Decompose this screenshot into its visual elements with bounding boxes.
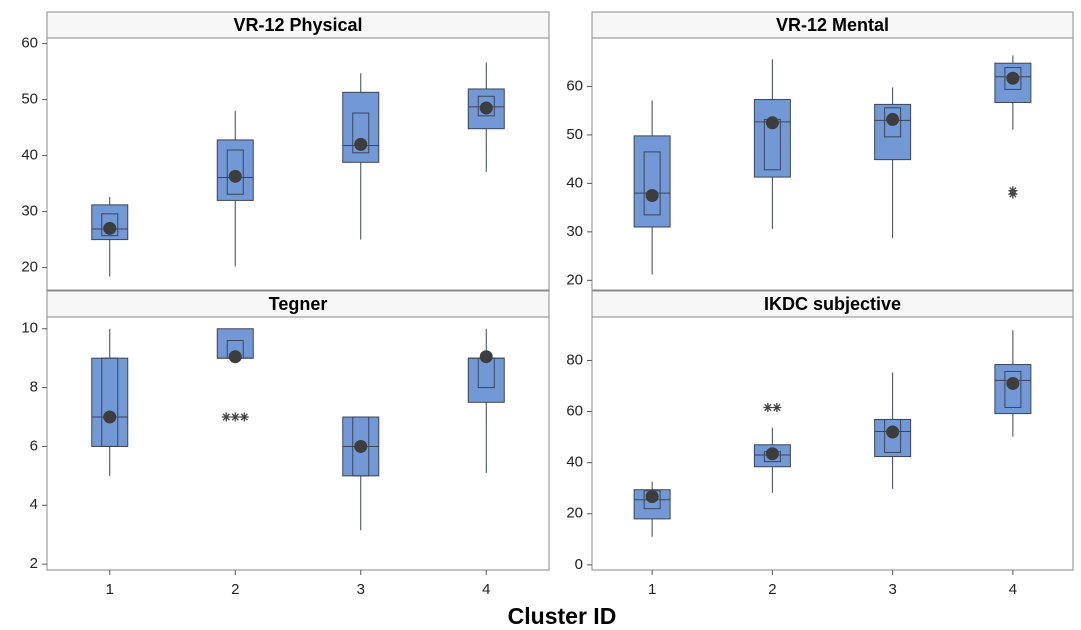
x-tick-label: 4 [482, 581, 490, 598]
x-tick-label: 4 [1009, 581, 1017, 598]
y-tick-label: 0 [575, 556, 583, 573]
panel-strip [46, 11, 550, 39]
x-tick-label: 3 [888, 581, 896, 598]
panel-frame [46, 290, 550, 571]
y-tick-label: 60 [566, 77, 583, 94]
mean [645, 490, 659, 504]
y-tick-label: 8 [30, 379, 38, 396]
mean [228, 169, 242, 183]
median-ci [101, 357, 119, 447]
x-tick-label: 1 [106, 581, 114, 598]
y-tick-label: 2 [30, 555, 38, 572]
box [91, 357, 129, 447]
y-tick-label: 60 [566, 403, 583, 420]
mean [228, 350, 242, 364]
median-ci [884, 418, 902, 453]
y-tick-label: 60 [21, 35, 38, 52]
y-tick-label: 4 [30, 496, 38, 513]
outlier [221, 412, 231, 422]
y-tick-label: 40 [566, 174, 583, 191]
y-tick-label: 20 [566, 271, 583, 288]
mean [479, 101, 493, 115]
y-tick-label: 30 [21, 203, 38, 220]
panel-title: IKDC subjective [764, 294, 901, 314]
y-tick-label: 50 [21, 91, 38, 108]
box [874, 103, 912, 161]
mean [103, 221, 117, 235]
outlier [1008, 189, 1018, 199]
y-tick-label: 50 [566, 126, 583, 143]
median-ci [1004, 370, 1022, 408]
panel-strip [46, 290, 550, 318]
y-tick-label: 80 [566, 351, 583, 368]
panel-title: VR-12 Mental [776, 15, 889, 35]
median-ci [477, 95, 495, 117]
x-axis-label: Cluster ID [508, 603, 617, 629]
panel-strip [591, 11, 1074, 39]
outlier [239, 412, 249, 422]
y-tick-label: 40 [566, 454, 583, 471]
y-tick-label: 6 [30, 437, 38, 454]
outlier [230, 412, 240, 422]
panel-title: VR-12 Physical [233, 15, 362, 35]
median-ci [643, 151, 661, 216]
box [753, 99, 791, 178]
outlier [772, 402, 782, 412]
panel-frame [591, 11, 1074, 291]
mean [886, 425, 900, 439]
box [467, 357, 505, 403]
panel-title: Tegner [269, 294, 328, 314]
y-tick-label: 20 [21, 259, 38, 276]
mean [354, 137, 368, 151]
mean [1006, 71, 1020, 85]
box [633, 135, 671, 228]
mean [645, 189, 659, 202]
median-ci [101, 213, 119, 237]
y-tick-label: 10 [21, 320, 38, 337]
y-tick-label: 20 [566, 505, 583, 522]
median-ci [1004, 67, 1022, 90]
y-tick-label: 30 [566, 223, 583, 240]
panel-frame [46, 11, 550, 291]
x-tick-label: 2 [768, 581, 776, 598]
mean [765, 447, 779, 461]
panel-frame [591, 290, 1074, 571]
box [342, 91, 380, 163]
x-tick-label: 2 [231, 581, 239, 598]
median-ci [884, 107, 902, 138]
panel-strip [591, 290, 1074, 318]
x-tick-label: 3 [357, 581, 365, 598]
mean [886, 112, 900, 126]
median-ci [226, 149, 244, 195]
y-tick-label: 40 [21, 147, 38, 164]
mean [479, 350, 493, 364]
outlier [763, 402, 773, 412]
mean [354, 439, 368, 453]
x-tick-label: 1 [648, 581, 656, 598]
mean [765, 116, 779, 130]
median-ci [352, 112, 370, 154]
mean [103, 410, 117, 424]
mean [1006, 376, 1020, 390]
